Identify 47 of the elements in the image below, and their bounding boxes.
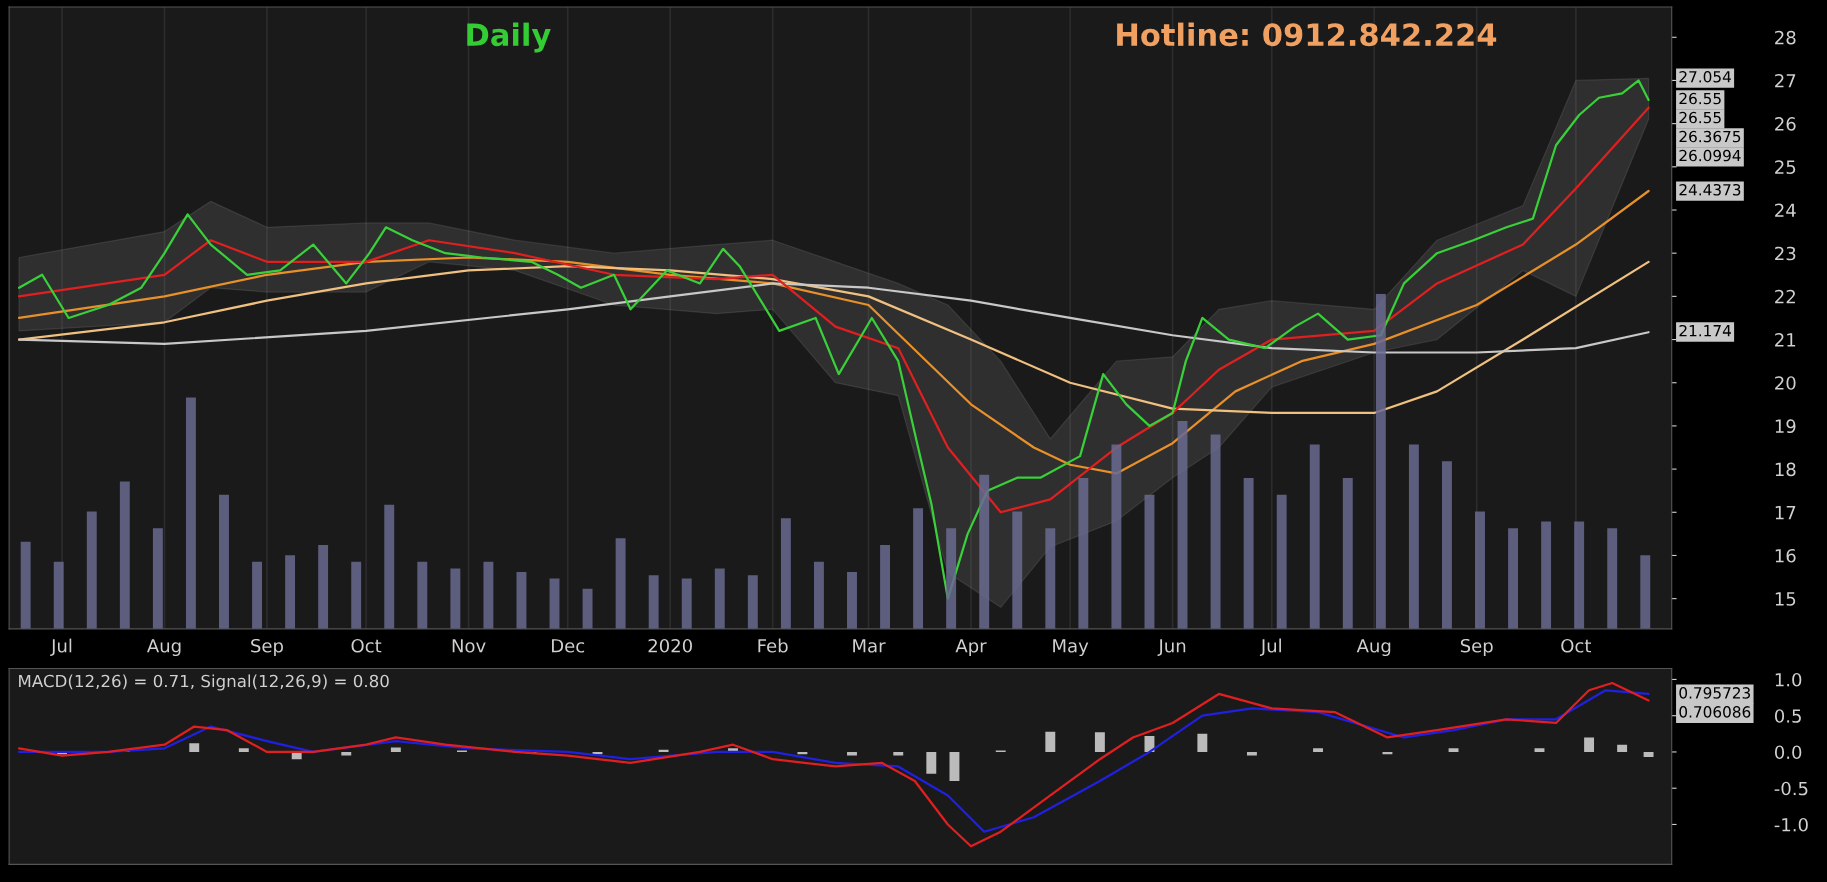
x-tick-label: 2020 [648,638,692,653]
y-tick-label: 27 [1775,73,1796,88]
y-tick-label: 24 [1775,203,1796,217]
x-tick-label: Aug [1356,639,1391,657]
annotation: 0.795723 [1679,687,1751,699]
y-tick-label: 18 [1775,462,1796,477]
annotation: 24.4373 [1679,184,1741,196]
y-tick-label: 23 [1775,246,1796,261]
annotation: 26.55 [1679,111,1721,124]
x-tick-label: May [1053,639,1089,657]
y-tick-label: 0.5 [1774,709,1801,723]
chart-subtitle: Hotline: 0912.842.224 [1117,22,1497,47]
annotation: MACD(12,26) = 0.71, Signal(12,26,9) = 0.80 [19,674,389,691]
y-tick-label: 25 [1775,160,1796,174]
annotation: 26.0994 [1679,149,1741,162]
x-tick-label: Sep [251,638,283,657]
y-tick-label: 17 [1775,505,1796,520]
x-tick-label: Jul [1259,638,1281,656]
annotation: 21.174 [1679,324,1731,337]
x-tick-label: Jul [50,638,72,656]
y-tick-label: 22 [1775,289,1795,304]
y-tick-label: 20 [1775,376,1796,390]
x-tick-label: Apr [955,639,987,657]
y-tick-label: 26 [1775,117,1796,131]
y-tick-label: 0.0 [1774,745,1802,760]
y-tick-label: 21 [1775,333,1796,347]
y-tick-label: 1.0 [1775,672,1802,687]
x-tick-label: Jun [1157,639,1186,656]
annotation: 26.55 [1679,92,1721,105]
x-tick-label: Nov [452,639,486,653]
x-tick-label: Sep [1460,638,1493,657]
x-tick-label: Oct [351,638,382,653]
y-tick-label: -1.0 [1774,817,1808,832]
x-tick-label: Oct [1561,638,1592,653]
x-tick-label: Dec [552,639,585,653]
annotation: 0.706086 [1679,706,1751,718]
x-tick-label: Mar [853,639,886,653]
annotation: 26.3675 [1679,130,1741,143]
y-tick-label: 16 [1775,548,1796,563]
y-tick-label: 28 [1775,30,1796,45]
x-tick-label: Feb [758,638,788,653]
y-tick-label: -0.5 [1774,781,1808,796]
chart-title: Daily [467,22,551,53]
y-tick-label: 19 [1775,419,1796,434]
annotation: 27.054 [1679,71,1731,83]
y-tick-label: 15 [1775,592,1796,606]
x-tick-label: Aug [147,639,181,657]
